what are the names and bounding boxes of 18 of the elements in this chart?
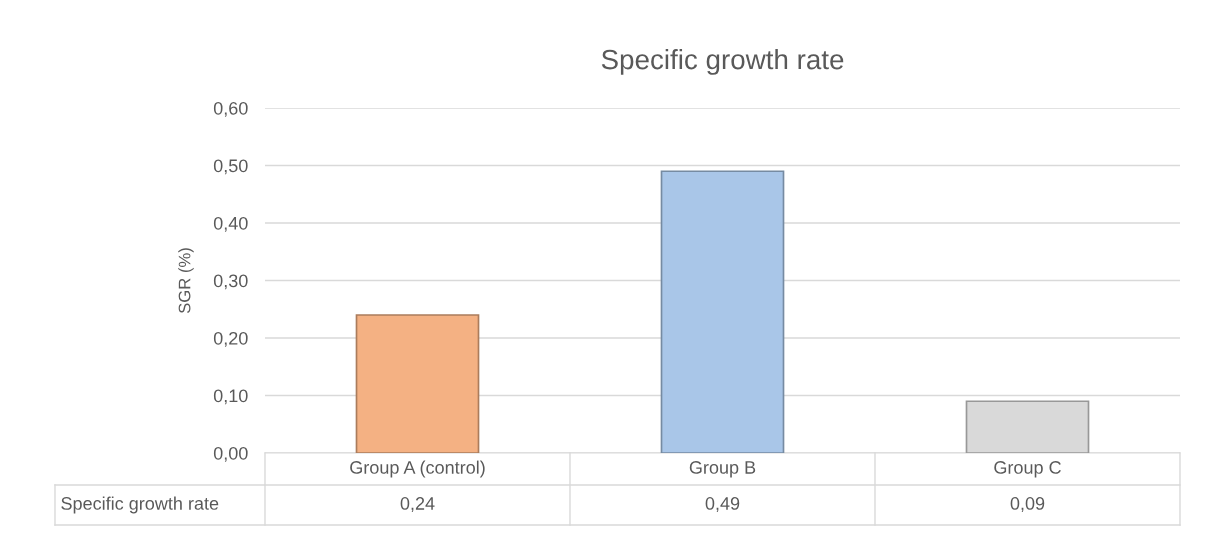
y-tick-label: 0,00: [213, 446, 248, 462]
y-tick-label: 0,40: [213, 216, 248, 232]
y-axis-title: SGR (%): [178, 248, 194, 314]
bar: [355, 314, 480, 453]
chart-title: Specific growth rate: [601, 48, 844, 75]
y-tick-label: 0,60: [213, 101, 248, 117]
data-label: 0,09: [1010, 497, 1045, 512]
y-tick-label: 0,50: [213, 159, 248, 175]
x-tick-label: Group B: [689, 461, 756, 478]
x-tick-label: Group A (control): [350, 460, 485, 478]
y-tick-label: 0,30: [213, 274, 248, 290]
y-tick-label: 0,20: [213, 331, 248, 347]
y-tick-label: 0,10: [213, 389, 248, 405]
legend-label: Specific growth rate: [61, 496, 219, 514]
data-label: 0,24: [400, 497, 435, 512]
data-label: 0,49: [705, 497, 740, 512]
bar: [660, 170, 785, 453]
x-tick-label: Group C: [994, 461, 1061, 478]
